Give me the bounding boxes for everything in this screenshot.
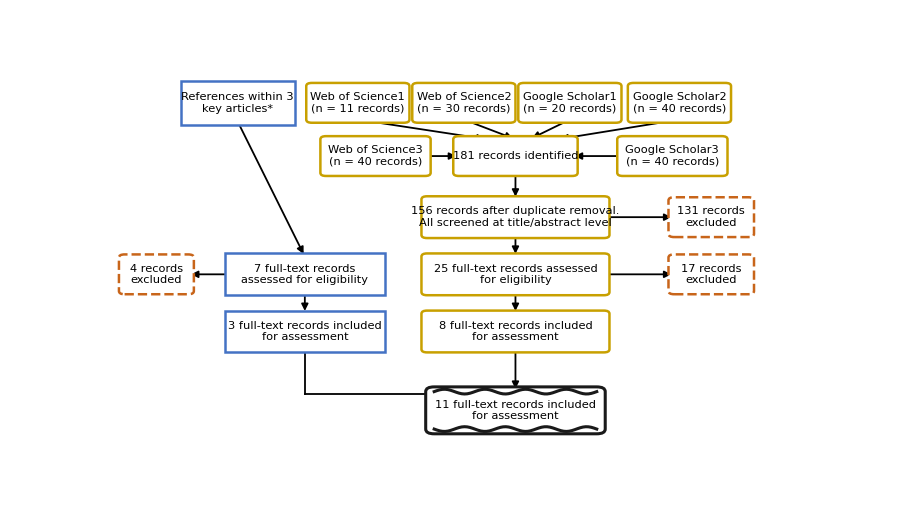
Text: Web of Science3
(n = 40 records): Web of Science3 (n = 40 records)	[328, 145, 423, 167]
Text: 7 full-text records
assessed for eligibility: 7 full-text records assessed for eligibi…	[241, 264, 368, 285]
FancyBboxPatch shape	[421, 253, 609, 295]
FancyBboxPatch shape	[225, 311, 384, 352]
Text: 8 full-text records included
for assessment: 8 full-text records included for assessm…	[438, 321, 591, 343]
FancyBboxPatch shape	[306, 83, 409, 123]
Text: Google Scholar3
(n = 40 records): Google Scholar3 (n = 40 records)	[625, 145, 719, 167]
FancyBboxPatch shape	[517, 83, 620, 123]
Text: 181 records identified: 181 records identified	[452, 151, 578, 161]
FancyBboxPatch shape	[225, 253, 384, 295]
FancyBboxPatch shape	[412, 83, 515, 123]
FancyBboxPatch shape	[668, 254, 753, 294]
Text: 3 full-text records included
for assessment: 3 full-text records included for assessm…	[228, 321, 382, 343]
FancyBboxPatch shape	[617, 136, 727, 176]
FancyBboxPatch shape	[453, 136, 577, 176]
FancyBboxPatch shape	[118, 254, 194, 294]
Text: 156 records after duplicate removal.
All screened at title/abstract level: 156 records after duplicate removal. All…	[411, 206, 619, 228]
Text: Web of Science1
(n = 11 records): Web of Science1 (n = 11 records)	[310, 92, 404, 114]
FancyBboxPatch shape	[668, 197, 753, 237]
FancyBboxPatch shape	[421, 311, 609, 352]
Text: 17 records
excluded: 17 records excluded	[681, 264, 741, 285]
Text: Google Scholar2
(n = 40 records): Google Scholar2 (n = 40 records)	[632, 92, 725, 114]
Text: 131 records
excluded: 131 records excluded	[677, 206, 744, 228]
FancyBboxPatch shape	[425, 387, 605, 434]
FancyBboxPatch shape	[320, 136, 430, 176]
Text: References within 3
key articles*: References within 3 key articles*	[181, 92, 293, 114]
Text: Google Scholar1
(n = 20 records): Google Scholar1 (n = 20 records)	[522, 92, 616, 114]
Text: Web of Science2
(n = 30 records): Web of Science2 (n = 30 records)	[416, 92, 511, 114]
Text: 25 full-text records assessed
for eligibility: 25 full-text records assessed for eligib…	[433, 264, 597, 285]
Text: 4 records
excluded: 4 records excluded	[129, 264, 183, 285]
FancyBboxPatch shape	[180, 81, 294, 125]
FancyBboxPatch shape	[421, 196, 609, 238]
FancyBboxPatch shape	[627, 83, 731, 123]
Text: 11 full-text records included
for assessment: 11 full-text records included for assess…	[435, 399, 595, 421]
